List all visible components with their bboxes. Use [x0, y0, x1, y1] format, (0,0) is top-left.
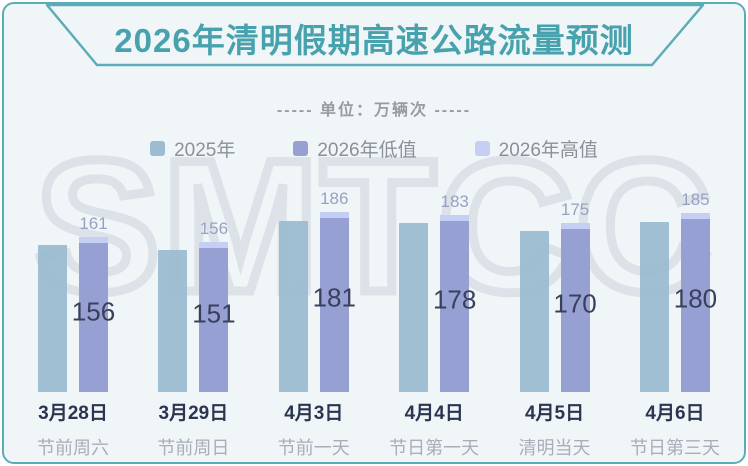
x-axis-label: 3月29日节前周日 — [157, 398, 230, 460]
bar-value-high-label: 186 — [320, 189, 349, 208]
bar-2026-stack: 186 181 — [313, 189, 356, 392]
x-axis-desc: 节日第一天 — [389, 438, 480, 458]
bar-value-low-label: 178 — [432, 284, 477, 315]
bar-value-low-label: 180 — [673, 283, 718, 314]
x-axis-desc: 节日第三天 — [629, 438, 720, 458]
x-axis-label: 4月6日节日第三天 — [630, 398, 720, 460]
bar-value-high-label: 185 — [681, 190, 710, 209]
units-caption: ----- 单位：万辆次 ----- — [276, 102, 472, 119]
legend-label: 2026年高值 — [498, 139, 598, 161]
bar-segment-2026-high — [79, 237, 108, 243]
legend-swatch-2026-low-icon — [293, 140, 309, 156]
x-axis-desc: 清明当天 — [518, 438, 591, 458]
bar-group: 186 181 — [278, 189, 356, 392]
bar-group: 161 156 — [38, 214, 115, 392]
bar-segment-2026-low: 151 — [192, 248, 236, 392]
legend-item-2026-high: 2026年高值 — [474, 135, 598, 162]
x-axis-label: 4月4日节日第一天 — [389, 398, 479, 460]
x-axis-label: 4月3日节前一天 — [277, 398, 350, 460]
bar-2025 — [278, 221, 308, 392]
legend-item-2025: 2025年 — [150, 135, 235, 162]
bar-segment-2026-low: 156 — [72, 243, 115, 392]
bar-segment-2026-low: 170 — [553, 229, 597, 392]
bar-segment-2026-high — [560, 223, 590, 229]
bar-segment-2026-high — [680, 213, 710, 219]
x-axis-desc: 节前周日 — [157, 438, 230, 458]
x-axis-desc: 节前周六 — [37, 438, 109, 458]
x-axis-labels: 3月28日节前周六 3月29日节前周日 4月3日节前一天 4月4日节日第一天 4月5日清… — [37, 398, 720, 460]
bar-value-low-label: 181 — [312, 282, 356, 313]
bar-2025 — [519, 231, 549, 392]
x-axis-date: 3月29日 — [158, 403, 229, 424]
title-banner-shape — [45, 4, 705, 67]
bar-value-high-label: 175 — [560, 200, 590, 219]
bar-2025 — [38, 245, 67, 392]
bar-segment-2026-low: 181 — [313, 218, 356, 392]
legend-label: 2025年 — [174, 139, 236, 161]
bar-2025 — [158, 250, 188, 392]
bar-groups: 161 156 156 151 186 181 183 178 175 170 185 180 — [38, 160, 717, 392]
bar-2025 — [639, 222, 669, 392]
bar-segment-2026-high — [319, 212, 349, 218]
bar-value-high-label: 161 — [79, 214, 108, 233]
bar-segment-2026-low: 178 — [433, 221, 476, 392]
bar-2026-stack: 161 156 — [72, 214, 115, 392]
bar-group: 156 151 — [158, 219, 236, 392]
legend-label: 2026年低值 — [317, 139, 417, 161]
x-axis-label: 4月5日清明当天 — [518, 398, 591, 460]
bar-2025 — [399, 223, 429, 392]
bar-value-low-label: 156 — [71, 296, 116, 327]
x-axis-desc: 节前一天 — [277, 438, 350, 458]
bar-group: 183 178 — [399, 192, 476, 392]
bar-segment-2026-high — [199, 242, 229, 248]
bar-2026-stack: 175 170 — [553, 200, 597, 392]
bar-2026-stack: 156 151 — [192, 219, 236, 392]
x-axis-date: 4月5日 — [524, 403, 585, 424]
bar-group: 175 170 — [519, 200, 597, 392]
page-title: 2026年清明假期高速公路流量预测 — [114, 22, 634, 59]
bar-value-low-label: 170 — [553, 288, 597, 319]
legend-item-2026-low: 2026年低值 — [293, 135, 417, 162]
x-axis-date: 4月6日 — [645, 403, 705, 424]
x-axis-date: 3月28日 — [38, 403, 108, 424]
x-axis-date: 4月3日 — [284, 403, 344, 424]
bar-group: 185 180 — [639, 190, 717, 392]
bar-segment-2026-low: 180 — [674, 219, 717, 392]
legend-swatch-2026-high-icon — [474, 140, 490, 156]
banner-outline — [45, 4, 705, 67]
bar-value-high-label: 156 — [199, 219, 229, 238]
bar-segment-2026-high — [440, 215, 470, 221]
x-axis-label: 3月28日节前周六 — [37, 398, 109, 460]
x-axis-date: 4月4日 — [404, 403, 464, 424]
bar-2026-stack: 183 178 — [433, 192, 476, 392]
legend-swatch-2025-icon — [150, 140, 166, 156]
bar-2026-stack: 185 180 — [674, 190, 717, 392]
chart-legend: 2025年 2026年低值 2026年高值 — [4, 135, 744, 162]
bar-value-low-label: 151 — [192, 298, 236, 329]
bar-value-high-label: 183 — [440, 192, 469, 211]
